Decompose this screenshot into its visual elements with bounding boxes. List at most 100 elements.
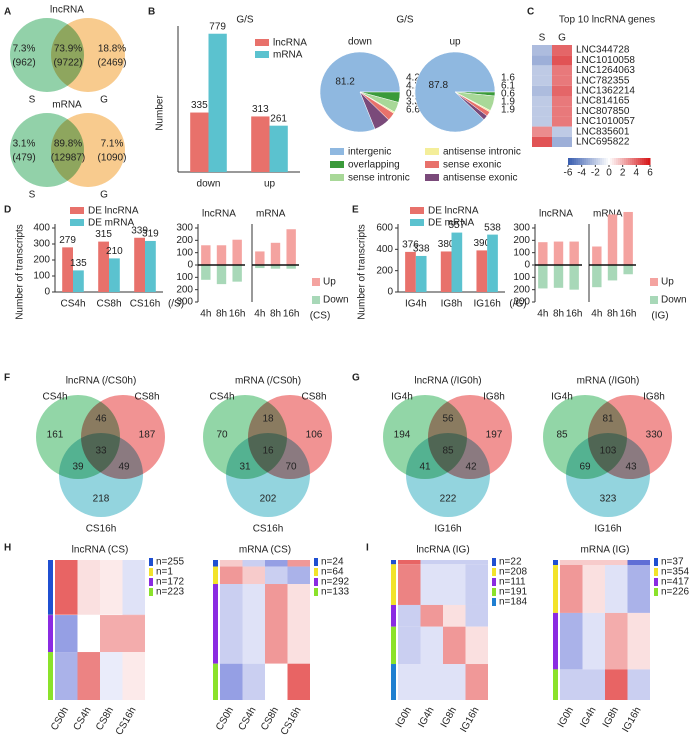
y-tick-label: 200 [513, 235, 530, 246]
colorbar-step [602, 158, 605, 165]
bar [251, 116, 270, 172]
bar [607, 214, 618, 265]
cluster-swatch [149, 558, 153, 566]
row-label: LNC1010058 [576, 55, 635, 66]
set-label: IG4h [391, 392, 413, 403]
y-tick-label: 100 [513, 247, 530, 258]
slice-label: 0.6 [501, 89, 515, 100]
legend-swatch [330, 161, 344, 168]
bar [255, 265, 265, 269]
heat-cell [77, 652, 100, 700]
colorbar-step [632, 158, 635, 165]
cluster-swatch [149, 568, 153, 576]
heat-cell [265, 560, 288, 567]
y-tick-label: 0 [387, 287, 393, 298]
colorbar-step [582, 158, 585, 165]
bar [190, 112, 209, 172]
legend-swatch [650, 296, 658, 304]
pie-name: up [449, 37, 461, 48]
colorbar-step [586, 158, 589, 165]
bar [476, 250, 488, 292]
cluster-bar [213, 566, 218, 585]
legend-swatch [70, 207, 84, 214]
slice-label: 1.9 [501, 97, 515, 108]
heat-cell [398, 564, 421, 605]
value-label: 210 [106, 246, 123, 257]
cluster-bar [48, 560, 53, 615]
bar [592, 265, 602, 288]
region-count: 218 [93, 494, 110, 505]
heat-cell [582, 669, 605, 700]
cluster-swatch [654, 558, 658, 566]
cluster-swatch [654, 568, 658, 576]
column-label: G [558, 33, 566, 44]
legend-label: sense exonic [443, 160, 501, 171]
heat-cell [532, 116, 552, 127]
cluster-label: n=111 [499, 577, 526, 588]
heat-cell [605, 669, 628, 700]
heat-cell [265, 663, 288, 700]
colorbar-step [578, 158, 581, 165]
bar [553, 241, 564, 265]
legend-label: DE mRNA [428, 218, 474, 229]
colorbar-step [592, 158, 595, 165]
x-tick-label: 4h [591, 309, 602, 320]
chart-title: Top 10 lncRNA genes [559, 15, 655, 26]
x-axis-label: (/G) [509, 299, 526, 310]
colorbar-step [576, 158, 579, 165]
heat-cell [122, 652, 145, 700]
heat-cell [552, 45, 572, 56]
bar [451, 232, 463, 292]
cluster-label: n=64 [321, 567, 344, 578]
slice-label: 81.2 [335, 77, 355, 88]
panel-letter: F [4, 373, 10, 384]
slice-label: 4.2 [406, 73, 420, 84]
heat-cell [532, 55, 552, 66]
colorbar-step [600, 158, 603, 165]
y-tick-label: 200 [513, 284, 530, 295]
panel-letter: H [4, 543, 11, 554]
set-label: IG8h [643, 392, 665, 403]
row-label: LNC1010057 [576, 116, 635, 127]
heat-cell [532, 106, 552, 117]
facet-title: lncRNA [539, 209, 573, 220]
set-label: CS4h [209, 392, 234, 403]
bar [538, 242, 548, 265]
set-label: G [100, 95, 108, 106]
slice-label: 87.8 [429, 80, 449, 91]
region-count: 41 [419, 462, 431, 473]
bar [232, 239, 242, 265]
heat-cell [552, 136, 572, 147]
cluster-bar [553, 612, 558, 670]
set-label: G [100, 190, 108, 201]
row-label: LNC1362214 [576, 86, 635, 97]
colorbar-step [628, 158, 631, 165]
x-tick-label: IG8h [441, 299, 463, 310]
cluster-label: n=354 [661, 567, 690, 578]
cluster-bar [553, 565, 558, 613]
cluster-bar [213, 584, 218, 664]
value-label: 380 [438, 239, 455, 250]
cluster-label: n=417 [661, 577, 690, 588]
colorbar-label: 2 [620, 168, 626, 179]
facet-title: mRNA [593, 209, 623, 220]
bar [216, 265, 227, 285]
bar [286, 265, 296, 269]
cluster-label: n=223 [156, 587, 185, 598]
legend-swatch [312, 278, 320, 286]
legend-swatch [410, 219, 424, 226]
bar [538, 265, 548, 289]
heat-cell [220, 584, 243, 664]
legend-label: sense intronic [348, 173, 410, 184]
region-percent: 18.8% [98, 44, 126, 55]
colorbar-step [642, 158, 645, 165]
bar [208, 33, 227, 172]
heat-cell [287, 584, 310, 664]
venn-title: lncRNA (/IG0h) [414, 376, 481, 387]
pie-slice [359, 91, 390, 130]
heat-cell [420, 560, 443, 565]
cluster-swatch [314, 588, 318, 596]
region-count: (2469) [98, 58, 127, 69]
slice-label: 3.3 [406, 97, 420, 108]
bar [201, 245, 211, 265]
